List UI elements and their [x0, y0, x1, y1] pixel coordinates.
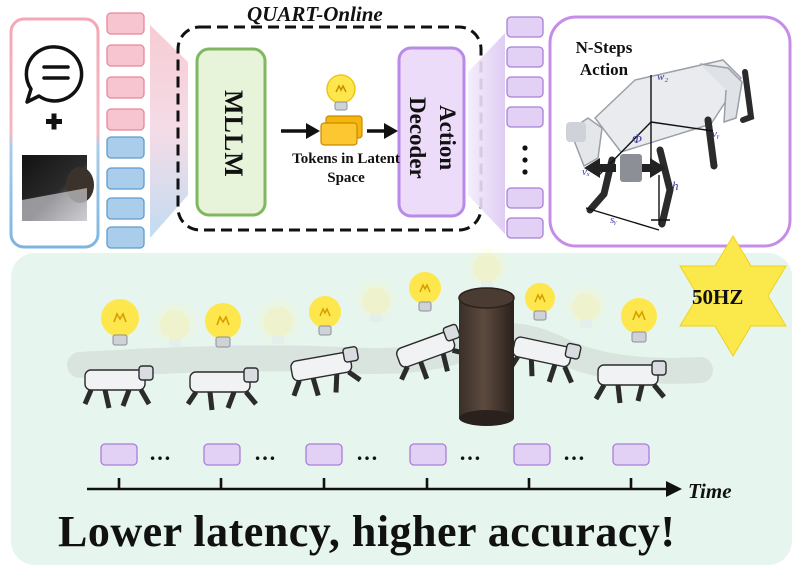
- speech-bubble-icon: [24, 45, 84, 104]
- n-steps-action-label: N-Steps Action: [575, 38, 633, 79]
- output-funnel: [468, 33, 505, 234]
- timeline-ellipsis: …: [563, 440, 585, 465]
- latent-flow: [281, 123, 398, 139]
- lightbulb-icon: [309, 296, 341, 336]
- figure-title: QUART-Online: [247, 2, 383, 26]
- param-label-wz: w₂: [657, 71, 669, 83]
- plus-icon: [46, 113, 62, 130]
- robot-dog-icon: [185, 367, 259, 411]
- robot-dog-icon: [290, 346, 362, 397]
- quart-online-box: [176, 25, 483, 232]
- mllm-block: [195, 47, 267, 217]
- latent-tokens-label: Tokens in Latent Space: [292, 151, 400, 186]
- lightbulb-icon: [409, 272, 441, 312]
- move-arrows-icon: [584, 154, 666, 182]
- axes-overlay: [585, 75, 714, 231]
- timeline-ellipsis: …: [459, 440, 481, 465]
- time-axis-label: Time: [688, 479, 732, 503]
- lightbulb-icon: [205, 303, 241, 348]
- faded-lightbulb-icon: [151, 301, 199, 349]
- robot-dog-icon: [395, 323, 468, 381]
- robot-dog-icon: [593, 360, 667, 404]
- latent-token-icon: [320, 115, 363, 146]
- input-tokens: [106, 12, 145, 249]
- timeline-panel: [11, 253, 792, 565]
- timeline-ellipsis: …: [356, 440, 378, 465]
- input-funnel: [150, 25, 188, 238]
- param-label-sy: sᵧ: [610, 214, 617, 226]
- output-tokens: [506, 16, 544, 239]
- timeline-ellipsis: …: [149, 440, 171, 465]
- faded-lightbulb-icon: [254, 298, 302, 346]
- frequency-star: [679, 235, 787, 357]
- mllm-label: MLLM: [219, 90, 248, 178]
- action-decoder-block: [397, 46, 466, 218]
- camera-image: [22, 155, 94, 221]
- param-label-vx: vₓ: [582, 166, 591, 178]
- input-panel: [9, 17, 100, 249]
- param-label-vy: vᵧ: [712, 128, 720, 140]
- lightbulb-icon: [525, 283, 555, 321]
- robot-action-panel: [548, 15, 792, 248]
- time-axis: [87, 478, 668, 491]
- lightbulb-icon: [101, 299, 139, 346]
- timeline-ellipsis: …: [254, 440, 276, 465]
- obstacle-cylinder: [458, 287, 515, 426]
- param-label-phi: Φ: [632, 131, 642, 146]
- timeline-tokens: [100, 443, 650, 466]
- time-axis-arrowhead: [666, 481, 682, 497]
- tagline: Lower latency, higher accuracy!: [58, 507, 676, 556]
- lightbulb-icon: [326, 74, 356, 111]
- faded-lightbulb-icon: [465, 246, 509, 290]
- frequency-label: 50HZ: [692, 285, 744, 309]
- faded-lightbulb-icon: [564, 285, 608, 329]
- robot-dog-icon: [82, 365, 154, 409]
- action-decoder-label: Action Decoder: [405, 97, 460, 179]
- timeline-bulbs: [101, 246, 657, 349]
- faded-lightbulb-icon: [354, 279, 398, 323]
- lightbulb-icon: [621, 298, 657, 343]
- timeline-robots: [82, 323, 667, 411]
- param-label-h: h: [672, 178, 679, 193]
